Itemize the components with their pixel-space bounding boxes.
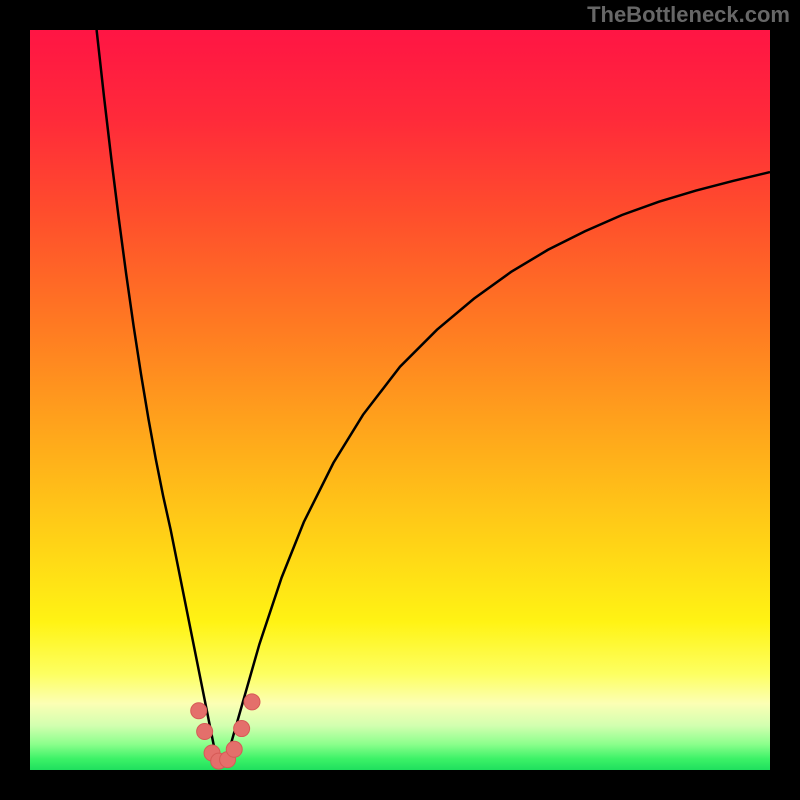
chart-container: TheBottleneck.com <box>0 0 800 800</box>
watermark-text: TheBottleneck.com <box>587 2 790 28</box>
data-marker <box>197 724 213 740</box>
plot-background <box>30 30 770 770</box>
data-marker <box>234 721 250 737</box>
data-marker <box>244 694 260 710</box>
chart-svg <box>0 0 800 800</box>
data-marker <box>191 703 207 719</box>
data-marker <box>226 741 242 757</box>
